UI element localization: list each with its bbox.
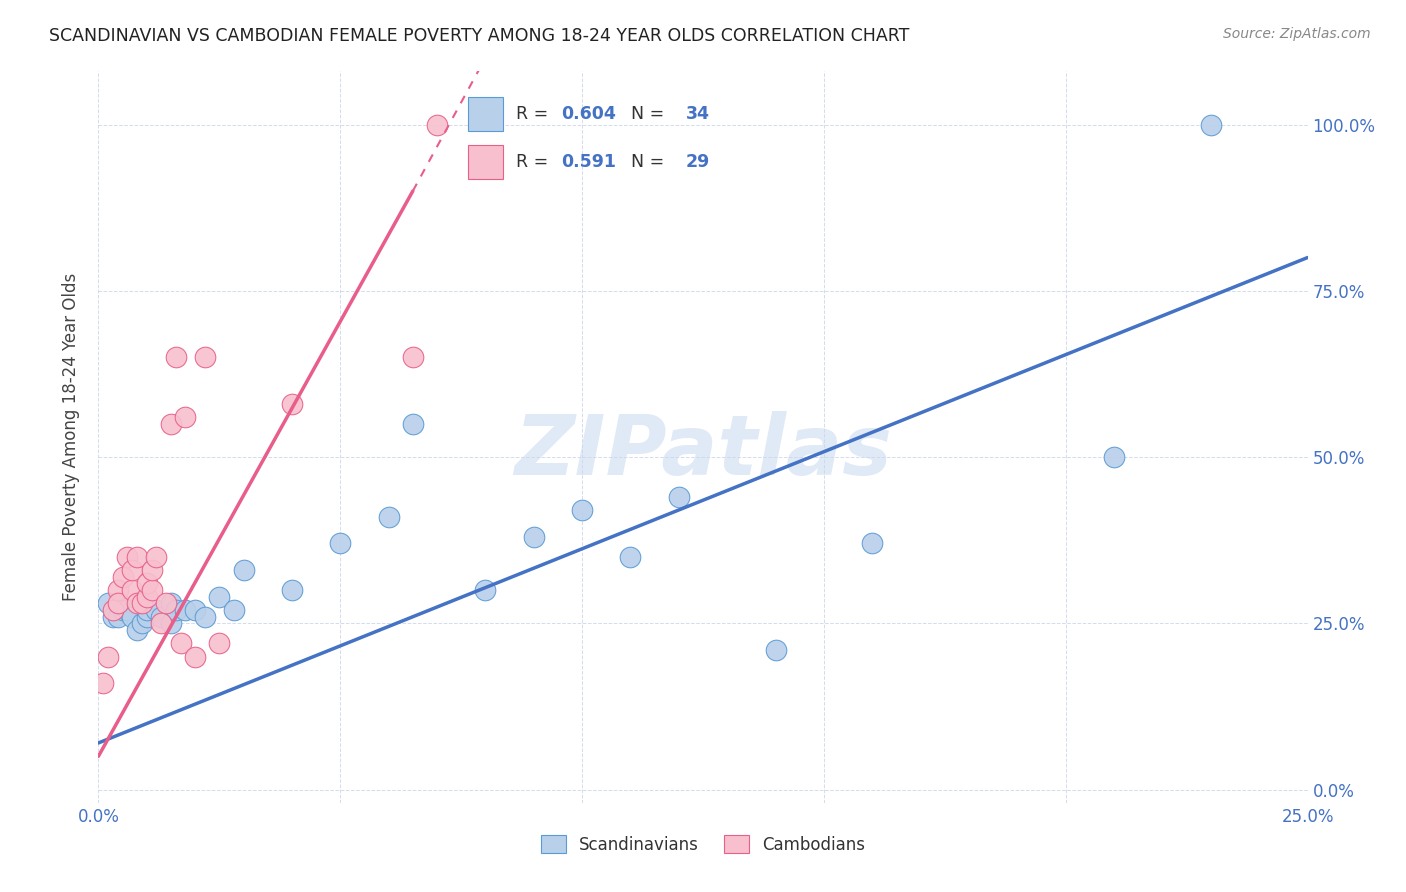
Point bbox=[97, 596, 120, 610]
Point bbox=[150, 616, 173, 631]
Point bbox=[117, 549, 139, 564]
Point bbox=[377, 509, 399, 524]
Point bbox=[329, 536, 352, 550]
Point bbox=[135, 603, 157, 617]
Point bbox=[101, 609, 124, 624]
Point bbox=[111, 570, 134, 584]
Point bbox=[232, 563, 254, 577]
Point bbox=[135, 590, 157, 604]
Point bbox=[402, 351, 425, 365]
Point bbox=[127, 596, 149, 610]
Point bbox=[135, 609, 157, 624]
Point bbox=[135, 576, 157, 591]
Point bbox=[165, 603, 187, 617]
Point bbox=[145, 603, 167, 617]
Point bbox=[194, 609, 217, 624]
Point bbox=[150, 609, 173, 624]
Point bbox=[1102, 450, 1125, 464]
Point bbox=[127, 549, 149, 564]
Point bbox=[571, 503, 593, 517]
Point bbox=[127, 623, 149, 637]
Point bbox=[141, 582, 163, 597]
Point bbox=[111, 603, 134, 617]
Point bbox=[474, 582, 496, 597]
Point bbox=[619, 549, 641, 564]
Point bbox=[281, 582, 304, 597]
Point bbox=[208, 590, 231, 604]
Text: ZIPatlas: ZIPatlas bbox=[515, 411, 891, 492]
Point bbox=[121, 582, 143, 597]
Point bbox=[91, 676, 114, 690]
Point bbox=[174, 410, 197, 425]
Point bbox=[160, 616, 183, 631]
Point bbox=[107, 582, 129, 597]
Point bbox=[165, 351, 187, 365]
Legend: Scandinavians, Cambodians: Scandinavians, Cambodians bbox=[534, 829, 872, 860]
Point bbox=[169, 636, 191, 650]
Y-axis label: Female Poverty Among 18-24 Year Olds: Female Poverty Among 18-24 Year Olds bbox=[62, 273, 80, 601]
Point bbox=[97, 649, 120, 664]
Point bbox=[765, 643, 787, 657]
Point bbox=[141, 563, 163, 577]
Text: SCANDINAVIAN VS CAMBODIAN FEMALE POVERTY AMONG 18-24 YEAR OLDS CORRELATION CHART: SCANDINAVIAN VS CAMBODIAN FEMALE POVERTY… bbox=[49, 27, 910, 45]
Point bbox=[184, 649, 207, 664]
Point bbox=[523, 530, 546, 544]
Point bbox=[184, 603, 207, 617]
Point bbox=[281, 397, 304, 411]
Point bbox=[121, 609, 143, 624]
Point bbox=[194, 351, 217, 365]
Text: Source: ZipAtlas.com: Source: ZipAtlas.com bbox=[1223, 27, 1371, 41]
Point bbox=[121, 563, 143, 577]
Point bbox=[426, 118, 449, 132]
Point bbox=[107, 609, 129, 624]
Point bbox=[107, 596, 129, 610]
Point bbox=[222, 603, 245, 617]
Point bbox=[208, 636, 231, 650]
Point bbox=[117, 603, 139, 617]
Point bbox=[160, 596, 183, 610]
Point bbox=[860, 536, 883, 550]
Point bbox=[131, 596, 153, 610]
Point bbox=[402, 417, 425, 431]
Point bbox=[1199, 118, 1222, 132]
Point bbox=[668, 490, 690, 504]
Point bbox=[101, 603, 124, 617]
Point bbox=[145, 549, 167, 564]
Point bbox=[155, 596, 177, 610]
Point bbox=[160, 417, 183, 431]
Point bbox=[174, 603, 197, 617]
Point bbox=[131, 616, 153, 631]
